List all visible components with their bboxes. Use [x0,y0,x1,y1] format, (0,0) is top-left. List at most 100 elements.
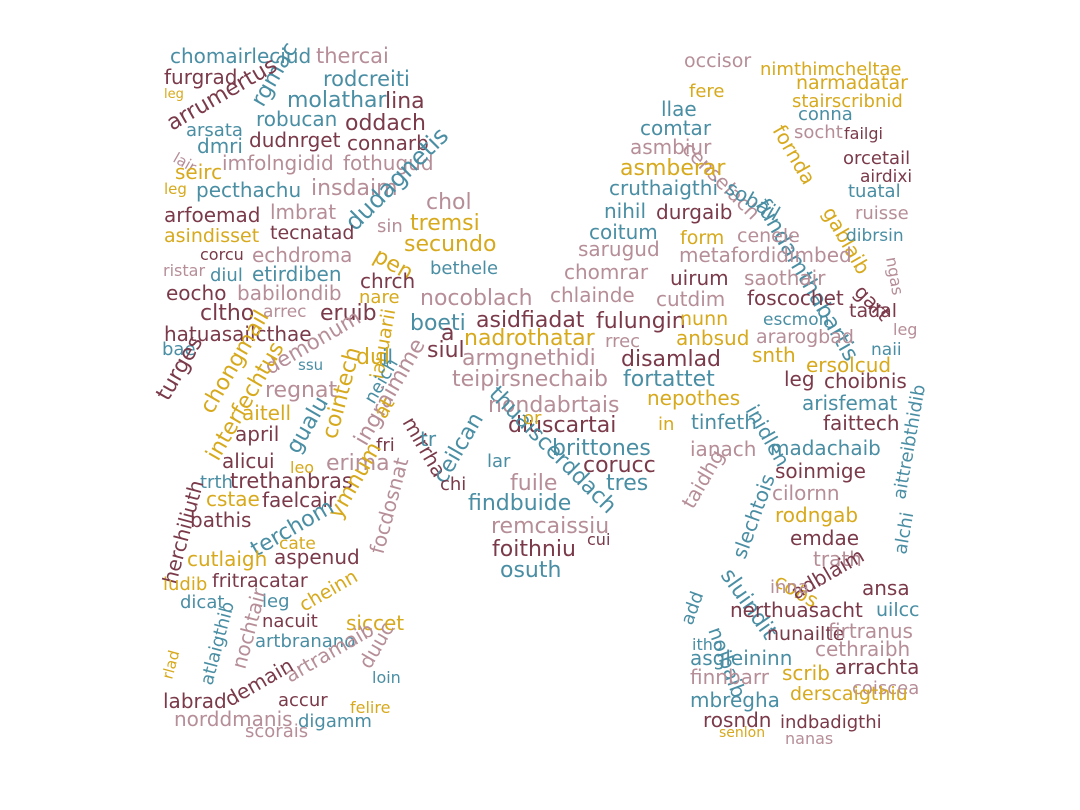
cloud-word-occisor: occisor [684,50,751,72]
cloud-word-arisfemat: arisfemat [802,391,898,415]
cloud-word-rrec: rrec [605,331,640,352]
cloud-word-cui: cui [587,530,610,549]
cloud-word-snth: snth [752,343,796,367]
cloud-word-lmbrat: lmbrat [270,200,336,224]
cloud-word-foscochet: foscochet [747,286,844,310]
cloud-word-form: form [680,227,724,249]
cloud-word-inna: inna [770,577,809,598]
cloud-word-felire: felire [350,698,390,717]
cloud-word-corucc: corucc [583,453,656,478]
cloud-word-leg4: leg [893,320,917,339]
cloud-word-fortattet: fortattet [623,367,715,392]
cloud-word-april: april [235,422,279,446]
cloud-word-ianach: ianach [690,437,756,461]
cloud-word-leo: leo [290,458,314,477]
cloud-word-failgi: failgi [844,124,883,143]
cloud-word-narmadatar: narmadatar [796,72,908,94]
cloud-word-sin: sin [377,216,403,237]
cloud-word-dicat: dicat [180,592,224,613]
cloud-word-ssu: ssu [298,356,323,374]
cloud-word-tres: tres [606,471,648,496]
cloud-word-uirum: uirum [670,266,729,290]
cloud-word-diul: diul [210,265,243,286]
cloud-word-choibnis: choibnis [824,369,907,393]
cloud-word-loin: loin [372,668,401,687]
cloud-word-itho: itho [692,635,723,654]
cloud-word-echdroma: echdroma [252,243,352,267]
cloud-word-insdaim: insdaim [311,176,398,201]
cloud-word-nunailte: nunailte [767,623,844,645]
cloud-word-bethele: bethele [430,258,498,279]
cloud-word-hatuasailcthae: hatuasailcthae [164,322,312,346]
cloud-word-socht: socht [794,122,843,143]
cloud-word-cethraibh: cethraibh [815,637,910,661]
cloud-word-cstae: cstae [206,487,260,511]
cloud-word-trth: trth [200,472,233,493]
cloud-word-arrachta: arrachta [835,655,919,679]
cloud-word-stairscribnid: stairscribnid [792,91,903,112]
cloud-word-seirc: seirc [175,160,222,184]
cloud-word-tr: tr [420,427,437,451]
cloud-word-arrec: arrec [263,302,307,322]
cloud-word-taidhg: taidhg [677,445,730,512]
cloud-word-rosndn: rosndn [703,708,772,732]
cloud-word-nacuit: nacuit [262,611,318,632]
cloud-word-norddmanis: norddmanis [174,707,293,731]
cloud-word-asindisset: asindisset [164,225,259,247]
cloud-word-oddach: oddach [345,111,426,136]
cloud-word-nimthimcheltae: nimthimcheltae [760,59,902,80]
cloud-word-disamlad: disamlad [621,347,721,372]
cloud-word-asmbiur: asmbiur [630,135,712,159]
cloud-word-nadrothatar: nadrothatar [464,326,596,351]
cloud-word-nocoblach: nocoblach [420,286,533,311]
cloud-word-artbranano: artbranano [255,631,355,652]
cloud-word-lina: lina [385,89,425,114]
cloud-word-chomairleciud: chomairleciud [170,44,311,68]
cloud-word-fothugud: fothugud [343,151,434,175]
cloud-word-chomrar: chomrar [564,260,649,284]
cloud-word-firtranus: firtranus [828,619,913,643]
cloud-word-imfolngidid: imfolngidid [222,151,334,175]
cloud-word-trath: trath [813,547,862,571]
cloud-word-tecnatad: tecnatad [270,222,354,244]
cloud-word-leg1: leg [164,87,184,102]
cloud-word-accur: accur [278,690,328,711]
cloud-word-cilornn: cilornn [772,481,840,505]
cloud-word-remcaissiu: remcaissiu [491,514,609,539]
cloud-word-dudnrget: dudnrget [249,128,341,152]
cloud-word-rodcreiti: rodcreiti [323,67,410,91]
cloud-word-secundo: secundo [404,232,496,257]
cloud-word-naii: naii [871,340,902,360]
cloud-word-erima: erima [326,451,390,476]
cloud-word-furgrad: furgrad [164,65,237,89]
cloud-word-bae: bae [162,339,196,360]
cloud-word-nunn: nunn [680,308,728,330]
cloud-word-aitell: aitell [242,401,291,425]
cloud-word-siccet: siccet [346,611,404,635]
cloud-word-nanas: nanas [785,729,833,748]
cloud-word-fri: fri [376,435,395,456]
cloud-word-uilcc: uilcc [876,599,920,621]
cloud-word-aspenud: aspenud [274,545,360,569]
cloud-word-dul: dul [356,345,390,370]
cloud-word-anbsud: anbsud [676,326,749,350]
cloud-word-cutlaigh: cutlaigh [187,547,267,571]
cloud-word-faittech: faittech [823,411,900,435]
cloud-word-nepothes: nepothes [647,386,740,410]
cloud-word-chi: chi [440,474,466,495]
cloud-word-in: in [658,414,674,435]
cloud-word-asidfiadat: asidfiadat [476,308,585,333]
cloud-word-coitum: coitum [589,220,658,244]
cloud-word-tuatal: tuatal [848,181,901,202]
cloud-word-nihil: nihil [604,199,646,223]
cloud-word-cutdim: cutdim [656,287,725,311]
cloud-word-ristar: ristar [163,261,205,280]
cloud-word-regnat: regnat [265,378,337,403]
cloud-word-alicui: alicui [222,449,275,473]
cloud-word-tremsi: tremsi [410,211,480,236]
cloud-word-armgnethidi: armgnethidi [462,346,596,371]
cloud-word-dmri: dmri [197,134,243,158]
cloud-word-ararogbad: ararogbad [756,326,854,348]
cloud-word-leg2: leg [164,180,187,198]
cloud-word-comtar: comtar [640,116,712,140]
